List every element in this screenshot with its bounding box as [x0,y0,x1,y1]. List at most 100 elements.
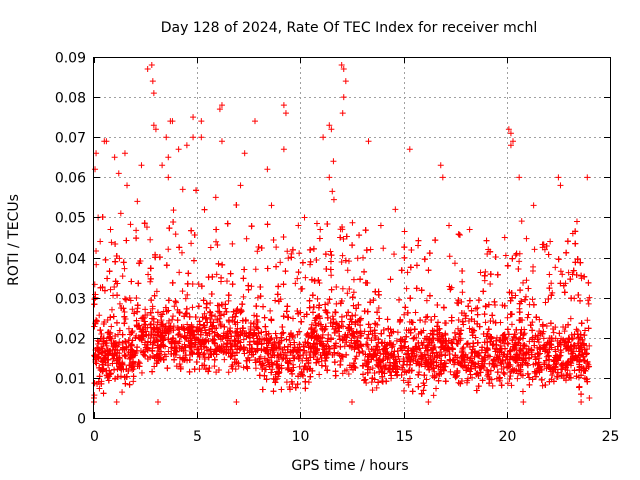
data-point [524,314,531,321]
data-point [505,340,512,347]
data-point [380,245,387,252]
data-point [337,343,344,350]
data-point [233,398,240,405]
data-point [207,299,214,306]
data-point [241,150,248,157]
data-point [218,102,225,109]
data-point [184,321,191,328]
data-point [295,222,302,229]
data-point [403,285,410,292]
data-point [400,387,407,394]
data-point [330,158,337,165]
data-point [149,368,156,375]
data-point [108,239,115,246]
data-point [181,341,188,348]
data-point [340,235,347,242]
data-point [214,241,221,248]
data-point [110,355,117,362]
data-point [268,202,275,209]
data-point [459,289,466,296]
data-point [282,110,289,117]
data-point [218,138,225,145]
data-point [316,371,323,378]
data-point [489,382,496,389]
data-point [346,286,353,293]
data-point [292,280,299,287]
data-point [141,321,148,328]
data-point [352,312,359,319]
data-point [96,385,103,392]
data-point [555,174,562,181]
data-point [406,146,413,153]
data-point [92,166,99,173]
data-point [149,305,156,312]
data-point [251,118,258,125]
data-point [474,304,481,311]
data-point [240,336,247,343]
data-point [111,284,118,291]
data-point [404,269,411,276]
data-point [163,353,170,360]
data-point [446,253,453,260]
data-point [431,368,438,375]
data-point [107,286,114,293]
data-point [221,356,228,363]
data-point [296,363,303,370]
data-point [573,218,580,225]
data-point [198,134,205,141]
data-point [539,382,546,389]
data-point [213,271,220,278]
data-point [179,288,186,295]
data-point [252,266,259,273]
data-point [294,331,301,338]
data-point [107,226,114,233]
data-point [464,375,471,382]
data-point [332,309,339,316]
data-point [416,369,423,376]
data-point [365,138,372,145]
data-point [223,278,230,285]
data-point [466,325,473,332]
data-point [148,62,155,69]
data-point [251,312,258,319]
data-point [500,363,507,370]
data-point [454,325,461,332]
data-point [516,174,523,181]
data-point [225,369,232,376]
data-point [284,248,291,255]
data-point [340,94,347,101]
data-point [400,377,407,384]
data-point [459,278,466,285]
data-point [104,317,111,324]
data-point [585,300,592,307]
data-point [91,392,98,399]
data-point [280,146,287,153]
data-point [548,280,555,287]
data-point [502,252,509,259]
data-point [125,325,132,332]
data-point [338,259,345,266]
data-point [529,296,536,303]
data-point [584,297,591,304]
data-point [129,306,136,313]
data-point [201,310,208,317]
data-point [401,311,408,318]
data-point [516,258,523,265]
data-point [359,348,366,355]
data-point [586,394,593,401]
data-point [286,337,293,344]
data-point [127,221,134,228]
data-point [504,314,511,321]
data-point [509,138,516,145]
data-point [150,122,157,129]
data-point [536,355,543,362]
data-point [207,244,214,251]
data-point [487,281,494,288]
data-point [124,182,131,189]
data-point [364,335,371,342]
data-point [211,363,218,370]
data-point [520,398,527,405]
data-point [207,309,214,316]
data-point [531,246,538,253]
data-point [213,238,220,245]
